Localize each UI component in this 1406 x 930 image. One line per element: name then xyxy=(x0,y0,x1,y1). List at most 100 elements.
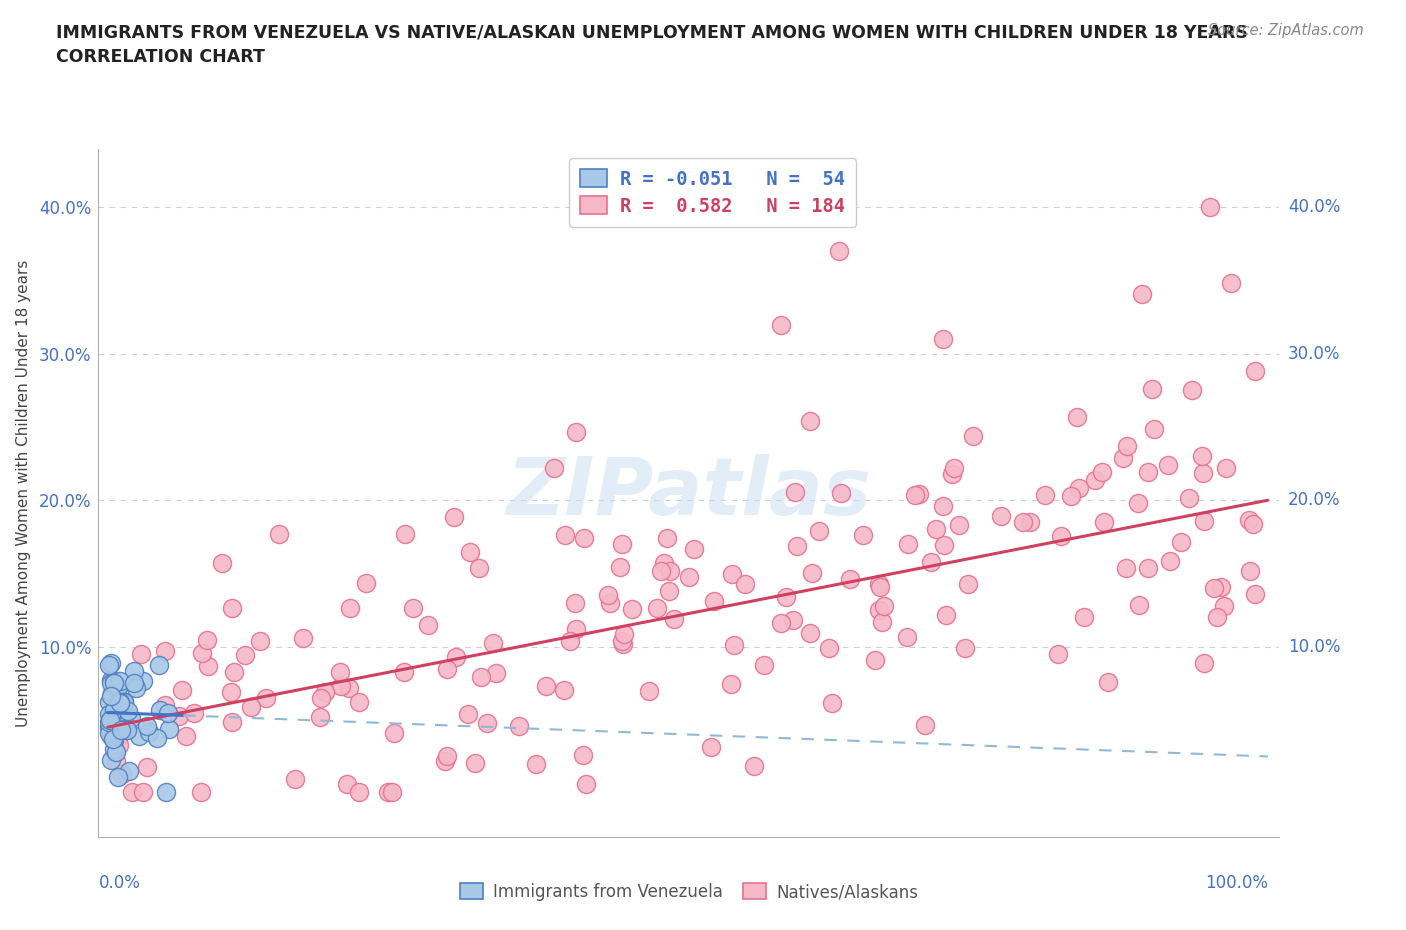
Point xyxy=(1140,381,1163,396)
Point xyxy=(720,676,742,691)
Text: 30.0%: 30.0% xyxy=(1288,345,1340,363)
Point xyxy=(554,527,576,542)
Point xyxy=(105,753,128,768)
Point xyxy=(103,733,125,748)
Point xyxy=(1116,438,1139,453)
Point xyxy=(221,715,243,730)
Point xyxy=(138,724,160,739)
Point xyxy=(444,649,467,664)
Point xyxy=(197,658,219,673)
Point xyxy=(155,784,177,799)
Point xyxy=(1033,487,1056,502)
Point xyxy=(100,689,122,704)
Point xyxy=(1205,610,1227,625)
Point xyxy=(457,706,479,721)
Point xyxy=(645,601,668,616)
Point xyxy=(110,716,132,731)
Point xyxy=(953,641,976,656)
Point xyxy=(104,682,127,697)
Point xyxy=(97,658,120,672)
Point xyxy=(349,694,371,709)
Point xyxy=(1073,610,1095,625)
Point xyxy=(613,627,636,642)
Point xyxy=(956,577,979,591)
Point xyxy=(98,715,121,730)
Point xyxy=(1192,655,1215,670)
Point xyxy=(565,425,588,440)
Point xyxy=(723,637,745,652)
Point xyxy=(436,749,458,764)
Point xyxy=(783,485,806,499)
Point xyxy=(1136,561,1159,576)
Point xyxy=(195,632,218,647)
Point xyxy=(211,555,233,570)
Point xyxy=(1178,490,1201,505)
Point xyxy=(191,645,214,660)
Point xyxy=(118,764,141,778)
Point xyxy=(821,695,844,710)
Point xyxy=(100,708,122,723)
Point xyxy=(838,571,860,586)
Point xyxy=(132,784,155,799)
Point xyxy=(157,722,180,737)
Point xyxy=(100,728,122,743)
Point xyxy=(658,583,681,598)
Point xyxy=(574,530,596,545)
Point xyxy=(650,564,672,578)
Point xyxy=(110,696,132,711)
Point xyxy=(153,644,176,658)
Point xyxy=(830,485,852,500)
Point xyxy=(339,600,361,615)
Point xyxy=(932,332,955,347)
Point xyxy=(219,685,242,700)
Point xyxy=(135,760,157,775)
Point xyxy=(934,538,956,552)
Point xyxy=(314,684,336,699)
Point xyxy=(309,691,332,706)
Point xyxy=(564,622,586,637)
Text: Source: ZipAtlas.com: Source: ZipAtlas.com xyxy=(1208,23,1364,38)
Point xyxy=(402,601,425,616)
Point xyxy=(434,753,457,768)
Point xyxy=(107,770,129,785)
Point xyxy=(1159,554,1181,569)
Point xyxy=(941,466,963,481)
Point xyxy=(621,602,644,617)
Point xyxy=(347,784,370,799)
Point xyxy=(925,522,948,537)
Point xyxy=(896,630,918,644)
Point xyxy=(124,663,146,678)
Point xyxy=(1084,472,1107,487)
Point xyxy=(100,656,122,671)
Point xyxy=(1128,495,1150,510)
Point xyxy=(827,244,849,259)
Point xyxy=(131,673,153,688)
Point xyxy=(135,718,157,733)
Point xyxy=(354,576,377,591)
Point xyxy=(1239,564,1261,578)
Point xyxy=(1067,481,1090,496)
Point xyxy=(115,723,138,737)
Point xyxy=(1215,460,1237,475)
Point xyxy=(108,738,131,753)
Point xyxy=(284,771,307,786)
Point xyxy=(1220,275,1243,290)
Point xyxy=(1156,458,1178,472)
Point xyxy=(1066,409,1088,424)
Point xyxy=(381,784,404,799)
Point xyxy=(786,539,808,554)
Text: 0.0%: 0.0% xyxy=(98,873,141,892)
Point xyxy=(700,739,723,754)
Point xyxy=(903,487,925,502)
Point xyxy=(176,728,198,743)
Point xyxy=(394,527,416,542)
Point xyxy=(935,607,957,622)
Y-axis label: Unemployment Among Women with Children Under 18 years: Unemployment Among Women with Children U… xyxy=(15,259,31,726)
Point xyxy=(110,723,132,737)
Point xyxy=(125,681,148,696)
Point xyxy=(1130,286,1153,301)
Point xyxy=(610,537,633,551)
Point xyxy=(309,710,332,724)
Point xyxy=(145,731,167,746)
Point xyxy=(897,537,920,551)
